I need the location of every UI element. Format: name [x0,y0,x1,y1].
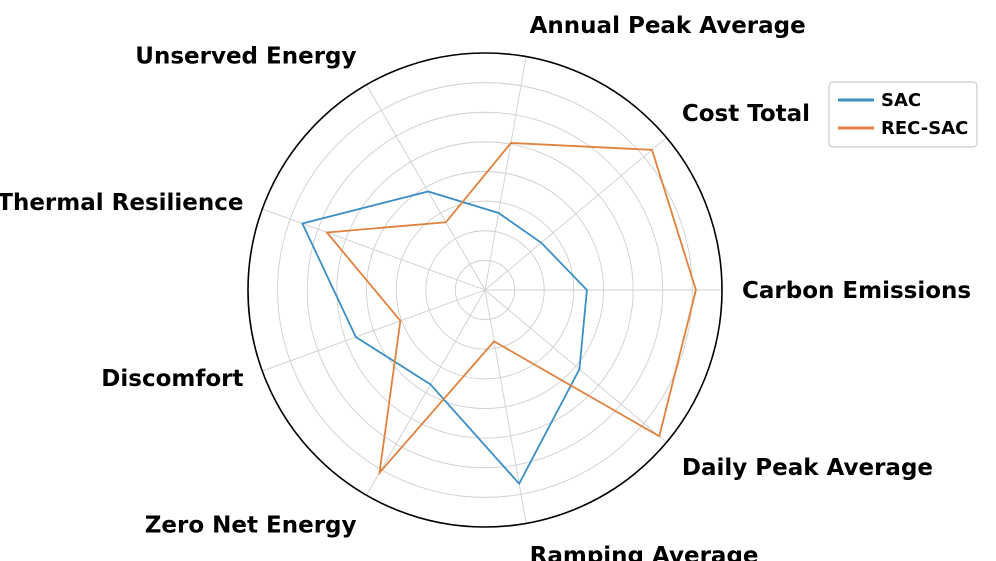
axis-label-carbon-emissions: Carbon Emissions [742,278,971,304]
legend-label-rec-sac: REC-SAC [881,118,968,139]
axis-label-discomfort: Discomfort [101,366,243,392]
axis-label-ramping-average: Ramping Average [530,543,759,561]
grid-spoke [262,208,486,291]
grid-spoke [366,289,486,496]
grid-spoke [484,137,667,291]
axis-label-annual-peak-average: Annual Peak Average [530,13,806,39]
radar-frame [247,52,723,528]
legend: SAC REC-SAC [828,81,978,148]
grid-spoke [262,289,486,372]
grid-spoke [484,289,527,524]
axis-label-cost-total: Cost Total [682,101,810,127]
grid-spoke [366,84,486,291]
radar-grid [247,52,723,528]
legend-label-sac: SAC [881,90,921,111]
radar-series [301,142,697,486]
grid-spoke [484,289,667,443]
axis-label-daily-peak-average: Daily Peak Average [682,455,933,481]
series-rec-sac [325,142,697,476]
axis-label-unserved-energy: Unserved Energy [135,43,356,69]
series-sac [301,190,588,486]
radar-axis-labels: Carbon Emissions Cost Total Annual Peak Av… [0,13,971,561]
grid-spoke [484,56,527,291]
legend-box [828,81,978,148]
axis-label-zero-net-energy: Zero Net Energy [145,513,357,539]
axis-label-thermal-resilience: Thermal Resilience [0,190,244,216]
